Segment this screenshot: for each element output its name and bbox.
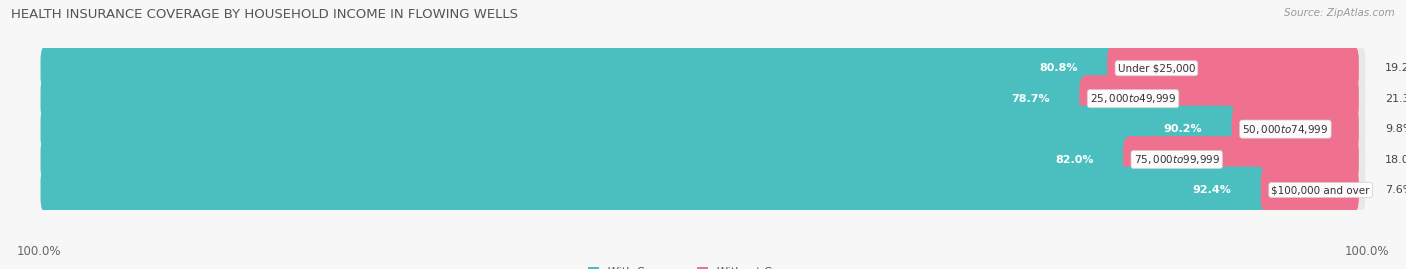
FancyBboxPatch shape bbox=[41, 45, 1365, 92]
Text: 100.0%: 100.0% bbox=[1344, 245, 1389, 258]
FancyBboxPatch shape bbox=[41, 167, 1365, 214]
Text: $50,000 to $74,999: $50,000 to $74,999 bbox=[1243, 123, 1329, 136]
Text: 80.8%: 80.8% bbox=[1039, 63, 1078, 73]
Text: 82.0%: 82.0% bbox=[1056, 155, 1094, 165]
FancyBboxPatch shape bbox=[41, 106, 1236, 153]
FancyBboxPatch shape bbox=[41, 167, 1265, 214]
FancyBboxPatch shape bbox=[1232, 106, 1358, 153]
FancyBboxPatch shape bbox=[1261, 167, 1358, 214]
FancyBboxPatch shape bbox=[41, 45, 1111, 92]
Text: Under $25,000: Under $25,000 bbox=[1118, 63, 1195, 73]
FancyBboxPatch shape bbox=[41, 75, 1365, 122]
Text: $75,000 to $99,999: $75,000 to $99,999 bbox=[1133, 153, 1220, 166]
Text: $25,000 to $49,999: $25,000 to $49,999 bbox=[1090, 92, 1177, 105]
Text: 92.4%: 92.4% bbox=[1192, 185, 1232, 195]
Legend: With Coverage, Without Coverage: With Coverage, Without Coverage bbox=[588, 267, 818, 269]
FancyBboxPatch shape bbox=[41, 136, 1365, 183]
Text: Source: ZipAtlas.com: Source: ZipAtlas.com bbox=[1284, 8, 1395, 18]
Text: 90.2%: 90.2% bbox=[1164, 124, 1202, 134]
FancyBboxPatch shape bbox=[1080, 75, 1358, 122]
FancyBboxPatch shape bbox=[1107, 45, 1358, 92]
Text: 9.8%: 9.8% bbox=[1385, 124, 1406, 134]
FancyBboxPatch shape bbox=[41, 106, 1365, 153]
Text: 100.0%: 100.0% bbox=[17, 245, 62, 258]
FancyBboxPatch shape bbox=[41, 136, 1128, 183]
Text: 18.0%: 18.0% bbox=[1385, 155, 1406, 165]
Text: $100,000 and over: $100,000 and over bbox=[1271, 185, 1369, 195]
FancyBboxPatch shape bbox=[41, 75, 1083, 122]
Text: 21.3%: 21.3% bbox=[1385, 94, 1406, 104]
FancyBboxPatch shape bbox=[1123, 136, 1358, 183]
Text: HEALTH INSURANCE COVERAGE BY HOUSEHOLD INCOME IN FLOWING WELLS: HEALTH INSURANCE COVERAGE BY HOUSEHOLD I… bbox=[11, 8, 519, 21]
Text: 7.6%: 7.6% bbox=[1385, 185, 1406, 195]
Text: 19.2%: 19.2% bbox=[1385, 63, 1406, 73]
Text: 78.7%: 78.7% bbox=[1011, 94, 1050, 104]
